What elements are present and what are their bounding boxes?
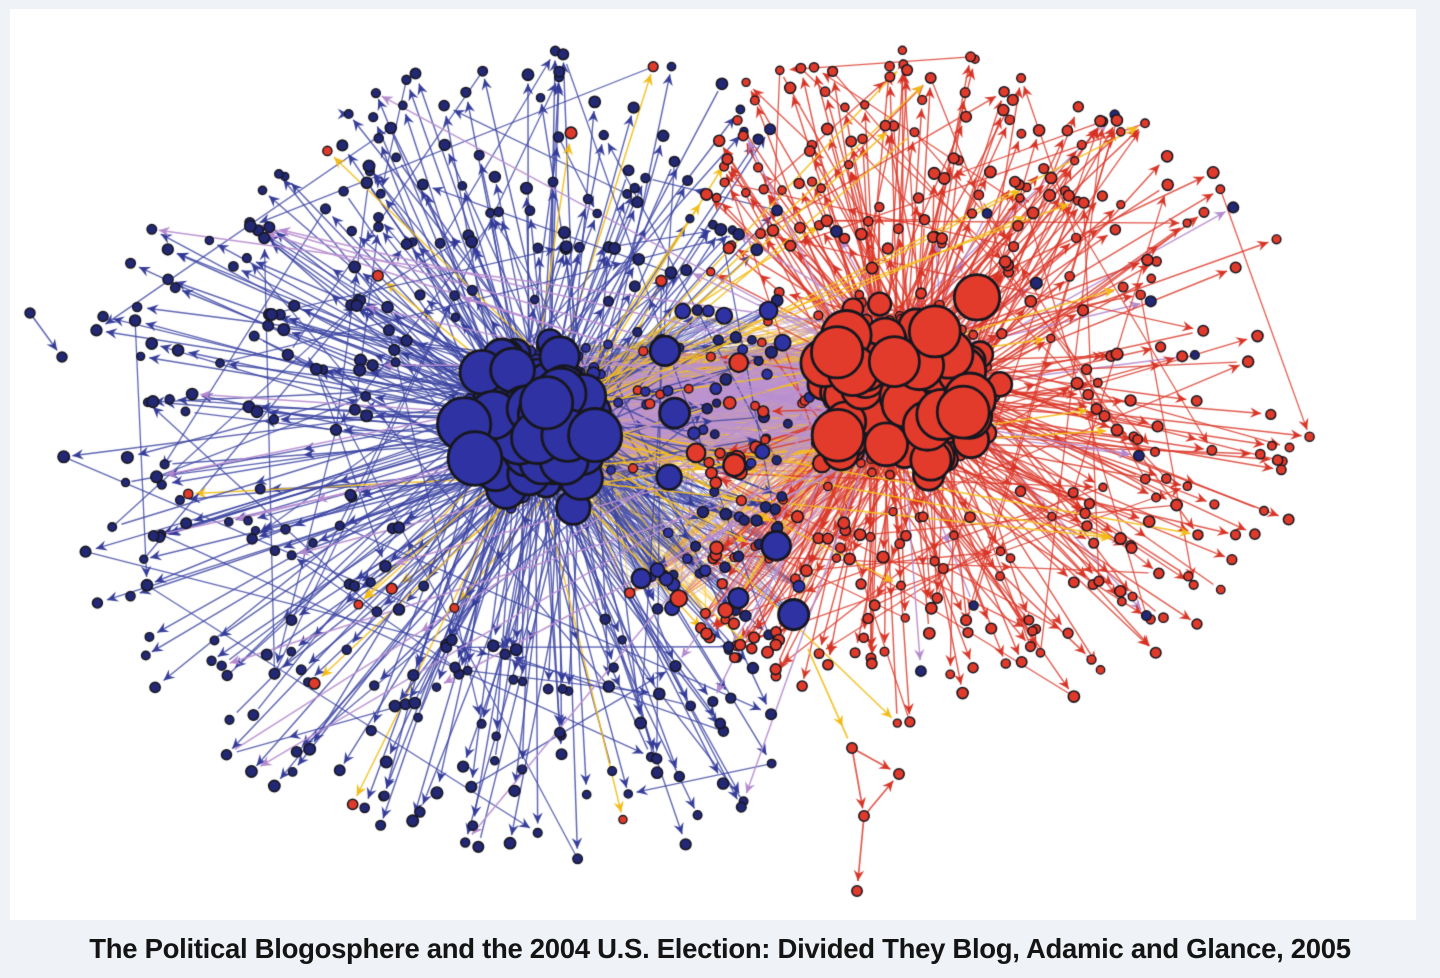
figure-area — [10, 9, 1416, 920]
caption-bar: The Political Blogosphere and the 2004 U… — [0, 920, 1440, 978]
network-graph-canvas — [10, 9, 1416, 920]
figure-caption: The Political Blogosphere and the 2004 U… — [89, 933, 1351, 964]
